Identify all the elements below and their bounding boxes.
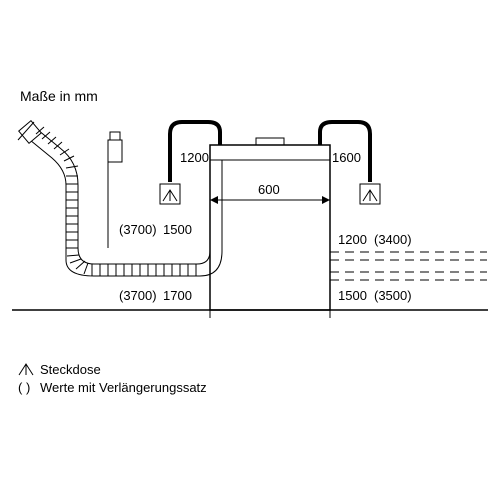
title: Maße in mm <box>20 88 98 104</box>
legend-paren-prefix: ( ) <box>18 380 30 395</box>
installation-diagram <box>0 0 500 500</box>
dim-line-rt-ext: (3400) <box>374 232 412 247</box>
dim-line-rb-ext: (3500) <box>374 288 412 303</box>
supply-lines-right <box>330 252 487 280</box>
dim-hose-bot: 1700 <box>163 288 192 303</box>
socket-right <box>360 184 380 204</box>
socket-left <box>160 184 180 204</box>
legend-socket-text: Steckdose <box>40 362 101 377</box>
drain-hose <box>18 121 222 276</box>
dim-cable-right: 1600 <box>332 150 361 165</box>
appliance-handle <box>256 138 284 145</box>
dim-width-arrow-l <box>210 196 218 204</box>
dim-hose-left: 1500 <box>163 222 192 237</box>
dim-line-rb-primary: 1500 <box>338 288 367 303</box>
dim-width-arrow-r <box>322 196 330 204</box>
dim-cable-left: 1200 <box>180 150 209 165</box>
dim-line-rt-primary: 1200 <box>338 232 367 247</box>
dim-hose-left-ext: (3700) <box>119 222 157 237</box>
dim-width: 600 <box>258 182 280 197</box>
appliance-body <box>210 145 330 310</box>
dim-hose-bot-ext: (3700) <box>119 288 157 303</box>
legend-socket-icon <box>19 364 33 375</box>
legend-paren-text: Werte mit Verlängerungssatz <box>40 380 207 395</box>
